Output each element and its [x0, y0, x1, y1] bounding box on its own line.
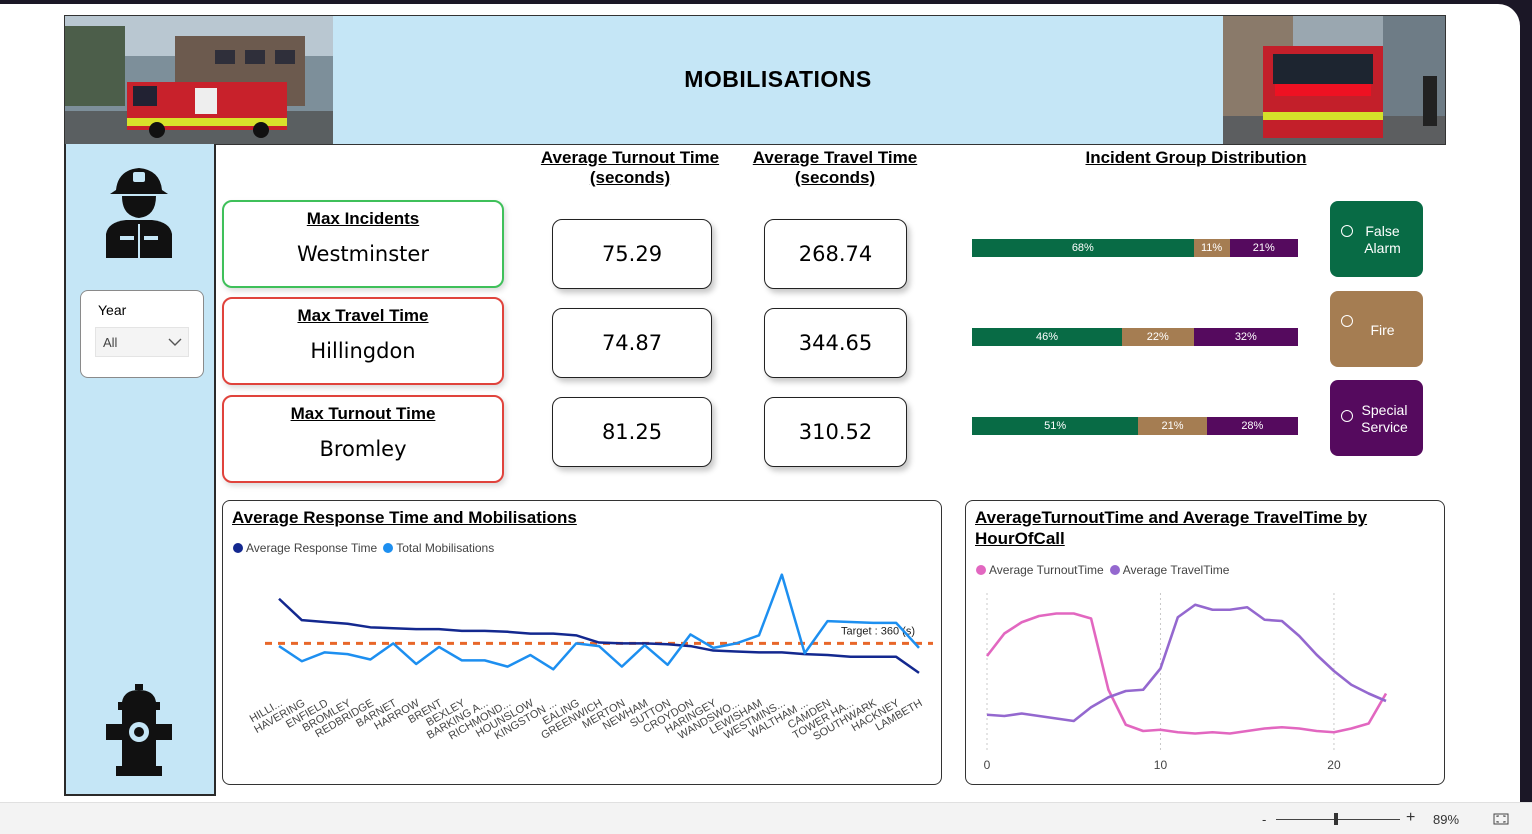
bar-segment-false-alarm[interactable]: 46% — [972, 328, 1122, 346]
max-travel-time-card: Max Travel Time Hillingdon — [222, 297, 504, 385]
fire-engine-photo-left — [65, 16, 333, 144]
max-travel-time-value: Hillingdon — [310, 339, 416, 363]
year-slicer-label: Year — [98, 302, 127, 318]
legend-label-travel[interactable]: Average TravelTime — [1122, 563, 1230, 577]
max-travel-time-title: Max Travel Time — [297, 306, 429, 325]
sidebar: Year All — [64, 144, 216, 796]
legend-dot-mobilisations — [383, 543, 394, 553]
travel-time-header: Average Travel Time (seconds) — [752, 148, 918, 187]
turnout-time-header: Average Turnout Time (seconds) — [540, 148, 720, 187]
radio-circle-icon — [1341, 225, 1353, 237]
legend-false-alarm-button[interactable]: False Alarm — [1330, 201, 1423, 277]
bar-segment-fire[interactable]: 22% — [1121, 328, 1194, 346]
bar-segment-special-service[interactable]: 28% — [1206, 417, 1298, 435]
legend-dot-travel — [1109, 565, 1120, 575]
distribution-bar-2: 46% 22% 32% — [972, 328, 1298, 346]
bar-segment-special-service[interactable]: 21% — [1229, 239, 1298, 257]
fire-hydrant-icon — [106, 684, 172, 776]
fit-to-page-icon[interactable] — [1493, 813, 1509, 825]
chart1-plot: Target : 360 (s)HILLI...HAVERINGENFIELDB… — [248, 573, 933, 743]
zoom-slider-track[interactable] — [1276, 819, 1400, 820]
chart2-plot: 0 10 20 — [984, 593, 1388, 772]
series-line-response — [278, 597, 920, 674]
x-tick-label: 10 — [1154, 758, 1168, 772]
legend-fire-label: Fire — [1370, 322, 1395, 338]
legend-special-service-button[interactable]: Special Service — [1330, 380, 1423, 456]
series-line-turnout — [985, 612, 1388, 735]
fire-engine-photo-right — [1223, 16, 1445, 144]
radio-circle-icon — [1341, 410, 1353, 422]
banner: MOBILISATIONS — [64, 15, 1446, 145]
legend-label-turnout[interactable]: Average TurnoutTime — [989, 563, 1104, 577]
legend-fire-button[interactable]: Fire — [1330, 291, 1423, 367]
response-mobilisations-chart: Average Response Time and Mobilisations … — [222, 500, 942, 785]
max-incidents-card: Max Incidents Westminster — [222, 200, 504, 288]
radio-circle-icon — [1341, 315, 1353, 327]
bar-segment-special-service[interactable]: 32% — [1193, 328, 1298, 346]
x-tick-label: 20 — [1327, 758, 1341, 772]
chart1-legend: Average Response Time Total Mobilisation… — [233, 541, 494, 555]
chart2-title: AverageTurnoutTime and Average TravelTim… — [975, 508, 1368, 548]
legend-label-mobilisations[interactable]: Total Mobilisations — [396, 541, 495, 555]
max-incidents-value: Westminster — [297, 242, 429, 266]
firefighter-icon — [106, 168, 172, 258]
page-title: MOBILISATIONS — [684, 66, 872, 92]
distribution-bar-1: 68% 11% 21% — [972, 239, 1298, 257]
zoom-level: 89% — [1433, 812, 1460, 827]
target-label: Target : 360 (s) — [841, 625, 915, 637]
turnout-kpi-3: 81.25 — [552, 397, 712, 467]
bar-segment-fire[interactable]: 21% — [1138, 417, 1207, 435]
legend-false-alarm-label: False Alarm — [1364, 223, 1401, 256]
max-turnout-time-value: Bromley — [319, 437, 407, 461]
legend-special-service-label: Special Service — [1361, 402, 1408, 435]
turnout-kpi-2: 74.87 — [552, 308, 712, 378]
travel-kpi-1: 268.74 — [764, 219, 907, 289]
year-dropdown-value: All — [103, 335, 118, 350]
legend-dot-response — [233, 543, 243, 553]
travel-kpi-2: 344.65 — [764, 308, 907, 378]
bar-segment-false-alarm[interactable]: 51% — [972, 417, 1139, 435]
series-line-travel — [986, 603, 1387, 723]
distribution-bar-3: 51% 21% 28% — [972, 417, 1298, 435]
chevron-down-icon — [168, 338, 182, 346]
x-tick-label: 0 — [984, 758, 991, 772]
zoom-in-button[interactable]: + — [1406, 809, 1416, 826]
series-line-mobilisations — [278, 573, 920, 671]
bar-segment-false-alarm[interactable]: 68% — [972, 239, 1194, 257]
zoom-out-button[interactable]: - — [1262, 812, 1267, 827]
bar-segment-fire[interactable]: 11% — [1193, 239, 1230, 257]
chart2-legend: Average TurnoutTime Average TravelTime — [976, 563, 1229, 577]
status-bar: - + 89% — [0, 802, 1532, 834]
zoom-slider-thumb[interactable] — [1333, 813, 1338, 825]
hour-of-call-chart: AverageTurnoutTime and Average TravelTim… — [965, 500, 1445, 785]
max-turnout-time-title: Max Turnout Time — [290, 404, 436, 423]
max-turnout-time-card: Max Turnout Time Bromley — [222, 395, 504, 483]
turnout-kpi-1: 75.29 — [552, 219, 712, 289]
chart1-title: Average Response Time and Mobilisations — [232, 508, 577, 527]
distribution-header: Incident Group Distribution — [1085, 148, 1307, 167]
year-slicer: Year All — [80, 290, 204, 378]
legend-label-response[interactable]: Average Response Time — [246, 541, 378, 555]
max-incidents-title: Max Incidents — [306, 209, 420, 228]
year-dropdown[interactable]: All — [95, 327, 189, 357]
legend-dot-turnout — [976, 565, 986, 575]
report-canvas: MOBILISATIONS — [0, 4, 1520, 802]
travel-kpi-3: 310.52 — [764, 397, 907, 467]
